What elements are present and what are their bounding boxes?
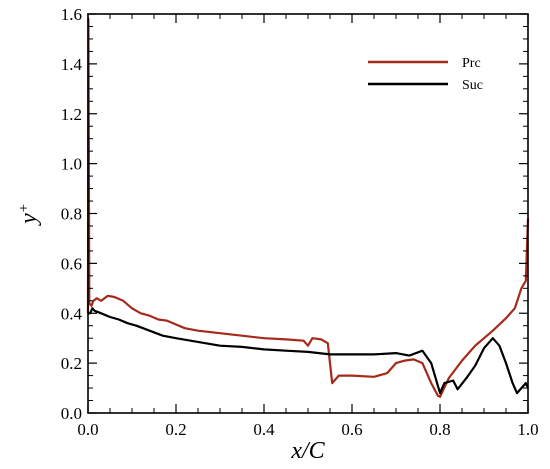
y-tick-label: 0.2: [61, 354, 82, 373]
x-tick-label: 0.4: [253, 420, 275, 439]
x-tick-label: 0.6: [341, 420, 362, 439]
y-tick-label: 0.8: [61, 205, 82, 224]
y-tick-label: 0.6: [61, 254, 82, 273]
x-axis-label: x/C: [290, 438, 325, 464]
y-axis-label-base: y: [16, 213, 42, 226]
legend-label-suc: Suc: [462, 78, 483, 93]
x-tick-label: 0.8: [429, 420, 450, 439]
y-tick-label: 1.2: [61, 105, 82, 124]
legend-label-prc: Prc: [462, 56, 481, 71]
axis-labels: x/C y+: [16, 203, 326, 464]
y-tick-label: 1.4: [61, 55, 83, 74]
y-axis-label-superscript: +: [16, 203, 32, 213]
x-tick-label: 1.0: [517, 420, 538, 439]
y-tick-label: 0.0: [61, 404, 82, 423]
y-tick-label: 1.0: [61, 155, 82, 174]
y-axis-label: y+: [16, 203, 42, 226]
x-tick-label: 0.0: [77, 420, 98, 439]
y-tick-label: 0.4: [61, 304, 83, 323]
series-line-suc: [88, 307, 530, 395]
x-tick-label: 0.2: [165, 420, 186, 439]
axis-ticks: 0.0 0.2 0.4 0.6 0.8 1.0 0.0 0.2 0.4 0.6 0.8 1.0 1.2 1…: [61, 5, 539, 439]
series-line-prc: [86, 17, 530, 398]
legend: Prc Suc: [368, 56, 483, 93]
series-layer: [86, 17, 530, 398]
y-tick-label: 1.6: [61, 5, 82, 24]
